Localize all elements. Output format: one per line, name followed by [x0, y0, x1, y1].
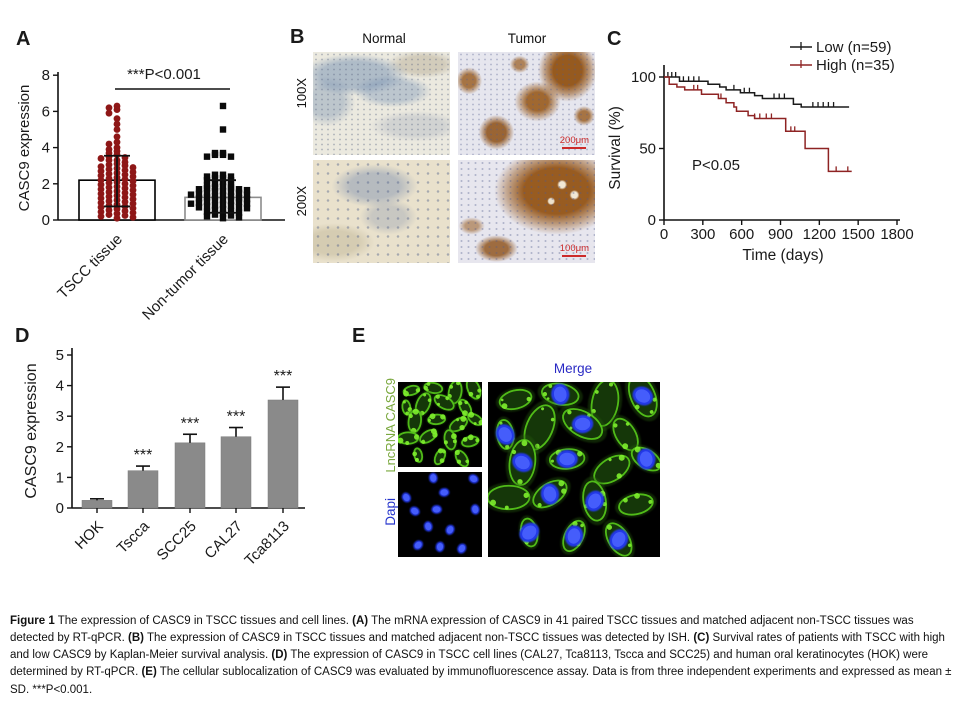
svg-text:4: 4 [42, 140, 50, 157]
svg-text:50: 50 [639, 141, 656, 158]
svg-text:CASC9 expression: CASC9 expression [23, 363, 40, 498]
svg-text:***: *** [227, 409, 246, 426]
panel-e-label: E [352, 325, 366, 347]
svg-text:8: 8 [42, 67, 50, 84]
if-image-merge-svg [482, 370, 665, 560]
svg-text:CASC9 expression: CASC9 expression [16, 85, 33, 212]
merge-label: Merge [553, 361, 593, 376]
scale-bar-200um-text: 200μm [559, 134, 589, 146]
scale-bar-100um: 100μm [559, 242, 589, 257]
scale-bar-200um-line [562, 147, 587, 149]
svg-text:0: 0 [660, 226, 668, 243]
svg-text:***: *** [274, 368, 293, 385]
if-image-dapi-svg [398, 472, 482, 557]
svg-text:1800: 1800 [880, 226, 913, 243]
svg-text:Time (days): Time (days) [742, 247, 823, 264]
figure-caption: Figure 1 The expression of CASC9 in TSCC… [10, 614, 952, 696]
svg-text:Tca8113: Tca8113 [241, 518, 292, 569]
svg-text:Low (n=59): Low (n=59) [816, 39, 891, 56]
svg-text:4: 4 [56, 378, 64, 395]
lncrna-casc9-label: LncRNA CASC9 [383, 378, 398, 473]
svg-text:600: 600 [729, 226, 754, 243]
if-image-dapi [398, 472, 482, 557]
column-header-normal: Normal [362, 31, 406, 46]
svg-text:TSCC tissue: TSCC tissue [54, 231, 126, 303]
svg-text:3: 3 [56, 408, 64, 425]
panel-d-label: D [15, 325, 30, 347]
svg-text:0: 0 [56, 500, 64, 517]
scale-bar-100um-text: 100μm [559, 242, 589, 254]
svg-text:2: 2 [56, 439, 64, 456]
dapi-label: Dapi [383, 498, 398, 526]
scale-bar-200um: 200μm [559, 134, 589, 149]
scale-bar-100um-line [562, 255, 587, 257]
svg-text:Tscca: Tscca [114, 517, 154, 557]
svg-text:5: 5 [56, 347, 64, 364]
row-label-200x: 200X [294, 186, 309, 217]
row-label-100x: 100X [294, 78, 309, 109]
panel-b-label: B [290, 26, 305, 48]
if-image-merge [482, 370, 665, 560]
svg-text:***P<0.001: ***P<0.001 [127, 66, 201, 83]
svg-text:1500: 1500 [841, 226, 874, 243]
svg-text:1: 1 [56, 469, 64, 486]
svg-text:***: *** [181, 415, 200, 432]
ihc-image-normal-200x [313, 160, 450, 263]
if-image-lncrna-casc9-svg [395, 376, 485, 469]
column-header-tumor: Tumor [507, 31, 547, 46]
svg-text:CAL27: CAL27 [201, 518, 245, 562]
panel-c-label: C [607, 28, 622, 50]
svg-text:2: 2 [42, 176, 50, 193]
svg-text:100: 100 [631, 69, 656, 86]
svg-text:900: 900 [768, 226, 793, 243]
svg-text:6: 6 [42, 103, 50, 120]
svg-text:High (n=35): High (n=35) [816, 57, 895, 74]
ihc-image-tumor-100x: 200μm [458, 52, 595, 155]
svg-text:HOK: HOK [72, 518, 107, 553]
svg-text:Survival (%): Survival (%) [607, 106, 624, 190]
svg-text:***: *** [134, 447, 153, 464]
panel-a-label: A [16, 28, 31, 50]
svg-text:0: 0 [648, 212, 656, 229]
if-image-lncrna-casc9 [395, 376, 485, 469]
svg-text:Non-tumor tissue: Non-tumor tissue [139, 231, 232, 324]
svg-text:1200: 1200 [803, 226, 836, 243]
svg-text:SCC25: SCC25 [154, 518, 200, 564]
svg-text:0: 0 [42, 212, 50, 229]
svg-text:300: 300 [690, 226, 715, 243]
ihc-image-normal-100x [313, 52, 450, 155]
ihc-image-tumor-200x: 100μm [458, 160, 595, 263]
svg-text:P<0.05: P<0.05 [692, 157, 740, 174]
